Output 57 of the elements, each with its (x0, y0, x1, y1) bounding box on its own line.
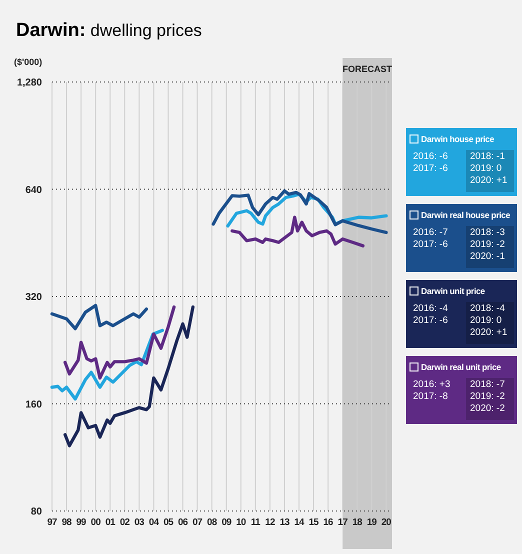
text: 2018: -4 (470, 303, 505, 314)
x-tick-label: 05 (163, 517, 174, 528)
text: 2019: 0 (470, 315, 502, 326)
text: 2019: -2 (470, 391, 505, 402)
x-tick-label: 00 (90, 517, 101, 528)
x-tick-label: 02 (120, 517, 130, 528)
x-tick-label: 07 (192, 517, 202, 528)
x-tick-label: 14 (294, 517, 306, 528)
text: 2016: -7 (413, 227, 448, 238)
x-tick-label: 09 (222, 517, 232, 528)
text: 2017: -6 (413, 163, 448, 174)
text: 2019: 0 (470, 163, 502, 174)
legend-label: Darwin real unit price (421, 362, 502, 372)
legend-label: Darwin real house price (421, 210, 511, 220)
band-label: FORECAST (342, 64, 393, 74)
x-tick-label: 98 (62, 517, 72, 528)
x-tick-label: 10 (236, 517, 246, 528)
x-tick-label: 97 (47, 517, 57, 528)
x-tick-label: 01 (105, 517, 116, 528)
legend-label: Darwin house price (421, 134, 495, 144)
x-tick-label: 03 (134, 517, 144, 528)
x-tick-label: 12 (265, 517, 275, 528)
text: 2019: -2 (470, 239, 505, 250)
x-tick-label: 17 (338, 517, 348, 528)
x-tick-label: 06 (178, 517, 188, 528)
text: 2020: -2 (470, 403, 505, 414)
text: 2018: -7 (470, 379, 505, 390)
text: 2017: -6 (413, 315, 448, 326)
text: 2020: +1 (470, 327, 508, 338)
y-tick-label: 320 (25, 292, 42, 303)
y-tick-label: 80 (30, 506, 42, 518)
text: 2016: +3 (413, 379, 450, 390)
line-series (63, 305, 195, 448)
text: 2017: -8 (413, 391, 448, 402)
text: 2018: -1 (470, 151, 505, 162)
x-tick-label: 19 (366, 517, 377, 528)
text: 2016: -6 (413, 151, 448, 162)
y-tick-label: 1,280 (16, 78, 42, 88)
x-tick-label: 15 (308, 517, 320, 528)
text: 2020: +1 (470, 175, 508, 186)
x-tick-label: 16 (323, 517, 334, 528)
x-tick-label: 08 (207, 517, 217, 528)
x-tick-label: 04 (148, 517, 160, 528)
text: 2020: -1 (470, 251, 505, 262)
text: 2017: -6 (413, 239, 448, 250)
x-tick-label: 20 (381, 517, 392, 528)
text: 2016: -4 (413, 303, 448, 314)
chart-title: Darwin: dwelling prices (16, 20, 202, 41)
x-tick-label: 13 (280, 517, 290, 528)
x-tick-label: 18 (352, 517, 362, 528)
x-tick-label: 11 (250, 517, 262, 528)
legend-label: Darwin unit price (421, 286, 486, 296)
y-tick-label: 160 (25, 399, 42, 410)
y-axis-title: ($'000) (14, 57, 42, 67)
x-tick-label: 99 (76, 517, 86, 528)
y-tick-label: 640 (25, 184, 42, 196)
text: 2018: -3 (470, 227, 505, 238)
